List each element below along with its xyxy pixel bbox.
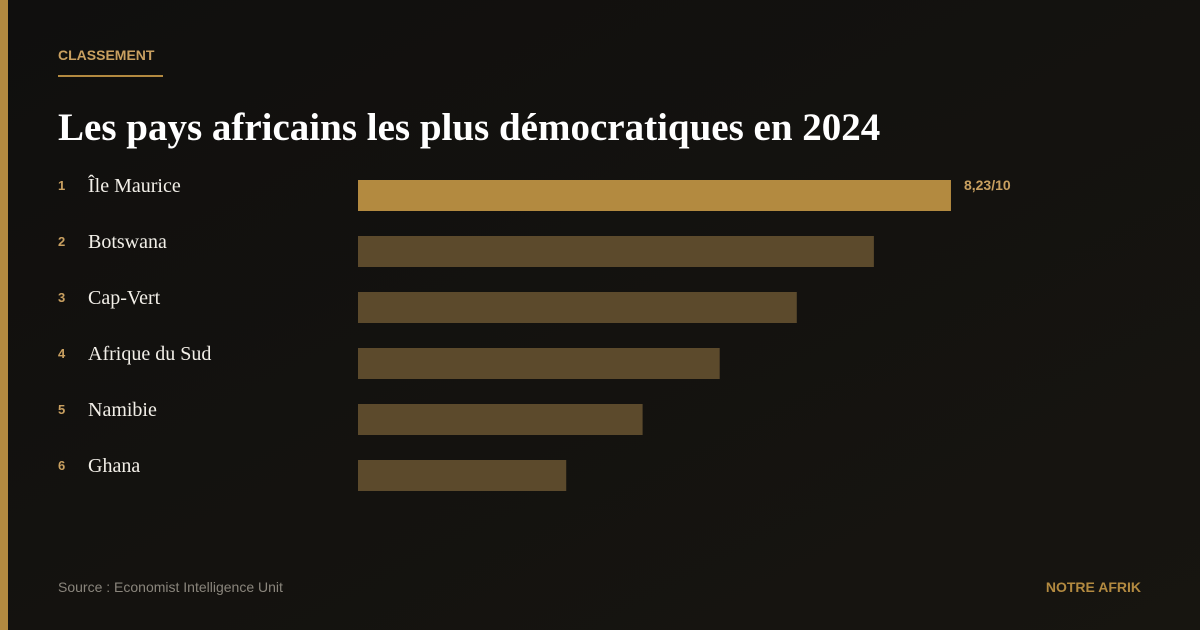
source: Source : Economist Intelligence Unit [58, 579, 283, 595]
rank: 5 [58, 402, 65, 417]
category-label: Cap-Vert [88, 287, 161, 309]
category-label: Ghana [88, 455, 140, 477]
category-label: Botswana [88, 231, 167, 253]
bar [358, 460, 567, 491]
rank: 4 [58, 346, 66, 361]
bar [358, 404, 643, 435]
category-label: Afrique du Sud [88, 343, 211, 365]
bar [358, 348, 720, 379]
rank: 6 [58, 458, 65, 473]
bar [358, 236, 874, 267]
rank: 2 [58, 234, 65, 249]
rank: 3 [58, 290, 65, 305]
accent-stripe [0, 0, 8, 630]
bar [358, 292, 797, 323]
chart-title: Les pays africains les plus démocratique… [58, 106, 880, 149]
rank: 1 [58, 178, 65, 193]
bar [358, 180, 951, 211]
value-label: 8,23/10 [964, 177, 1011, 193]
category-label: Île Maurice [88, 174, 181, 197]
kicker: CLASSEMENT [58, 47, 155, 63]
category-label: Namibie [88, 399, 157, 421]
brand: NOTRE AFRIK [1046, 579, 1141, 595]
